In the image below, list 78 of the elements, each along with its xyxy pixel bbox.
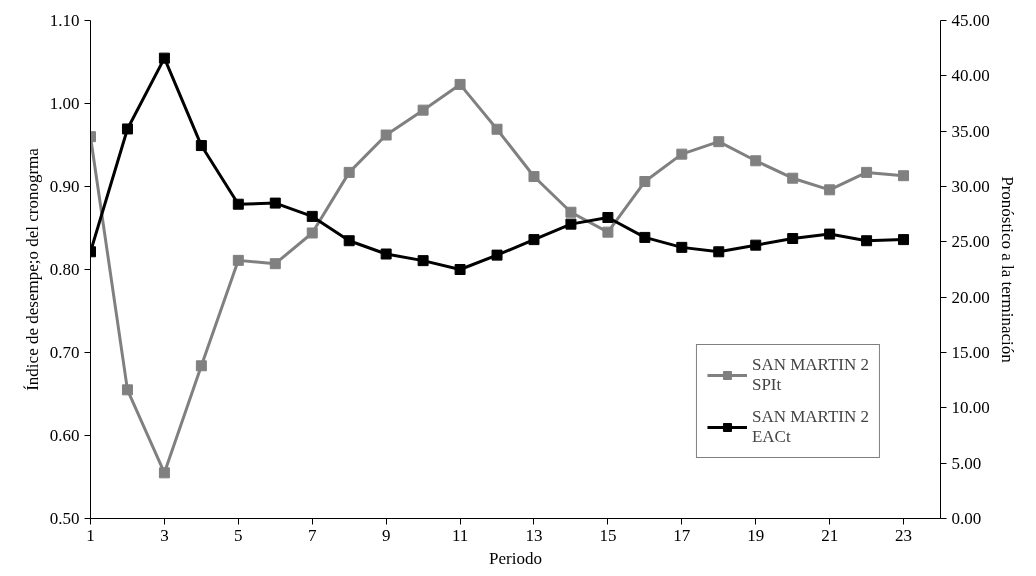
point	[454, 264, 466, 275]
y-tick-label: 1.00	[49, 94, 80, 113]
y2-tick-label: 35.00	[951, 121, 990, 141]
point	[565, 218, 577, 230]
point	[491, 123, 503, 135]
point	[195, 360, 207, 372]
point	[380, 248, 392, 260]
point	[158, 52, 170, 64]
x-tick-label: 3	[160, 525, 169, 545]
y-tick-label: 0.50	[49, 509, 80, 528]
x-tick-label: 1	[86, 525, 95, 545]
point	[676, 148, 688, 160]
point	[121, 384, 133, 396]
point	[454, 78, 466, 90]
point	[898, 170, 910, 182]
x-tick-label: 13	[525, 525, 543, 545]
y-tick-label: 0.70	[49, 343, 80, 362]
point	[713, 246, 725, 258]
point	[713, 136, 725, 148]
x-tick-label: 15	[599, 525, 617, 545]
y2-tick-label: 15.00	[951, 343, 990, 362]
legend-label: SAN MARTIN 2 SPIt	[751, 355, 869, 395]
legend-label: SAN MARTIN 2 EACt	[751, 407, 869, 447]
point	[343, 166, 355, 178]
point	[121, 123, 133, 135]
y2-tick-label: 10.00	[951, 398, 990, 418]
point	[750, 239, 762, 251]
y-tick-label: 0.60	[49, 426, 80, 445]
point	[750, 155, 762, 167]
y2-tick-label: 25.00	[951, 232, 990, 252]
point	[602, 226, 614, 238]
y2-tick-label: 45.00	[951, 11, 990, 30]
point	[676, 241, 688, 253]
y-axis-title: Índice de desempe;o del cronogrma	[22, 147, 42, 391]
x-tick-label: 21	[821, 525, 839, 545]
point	[602, 211, 614, 223]
x-tick-label: 11	[451, 525, 469, 545]
point	[306, 227, 318, 239]
point	[232, 254, 244, 266]
y2-tick-label: 5.00	[951, 453, 982, 473]
point	[898, 234, 910, 246]
point	[417, 104, 429, 116]
y2-tick-label: 30.00	[951, 177, 990, 196]
point	[528, 171, 540, 183]
point	[565, 206, 577, 218]
point	[824, 228, 836, 240]
y-tick-label: 1.10	[49, 11, 80, 30]
point	[417, 255, 429, 267]
y-tick-label: 0.90	[49, 177, 80, 196]
point	[380, 129, 392, 141]
x-axis-title: Periodo	[489, 548, 542, 568]
point	[861, 166, 873, 178]
point	[269, 258, 281, 270]
point	[787, 233, 799, 245]
x-tick-label: 7	[307, 525, 317, 545]
point	[639, 176, 651, 188]
point	[861, 235, 873, 247]
y2-tick-label: 0.00	[951, 509, 982, 528]
point	[269, 197, 281, 209]
point	[343, 235, 355, 247]
y2-tick-label: 40.00	[951, 66, 990, 86]
point	[824, 184, 836, 196]
y-tick-label: 0.80	[49, 260, 80, 279]
point	[306, 210, 318, 222]
point	[491, 249, 503, 261]
x-tick-label: 9	[381, 525, 391, 545]
x-tick-label: 19	[747, 525, 765, 545]
x-tick-label: 17	[673, 525, 691, 545]
y2-axis-title: Pronóstico a la terminación	[997, 176, 1017, 364]
point	[528, 234, 540, 246]
point	[158, 467, 170, 479]
point	[232, 198, 244, 210]
point	[195, 140, 207, 152]
x-tick-label: 23	[895, 525, 913, 545]
y2-tick-label: 20.00	[951, 287, 990, 307]
x-tick-label: 5	[234, 525, 243, 545]
point	[639, 231, 651, 243]
point	[787, 172, 799, 184]
